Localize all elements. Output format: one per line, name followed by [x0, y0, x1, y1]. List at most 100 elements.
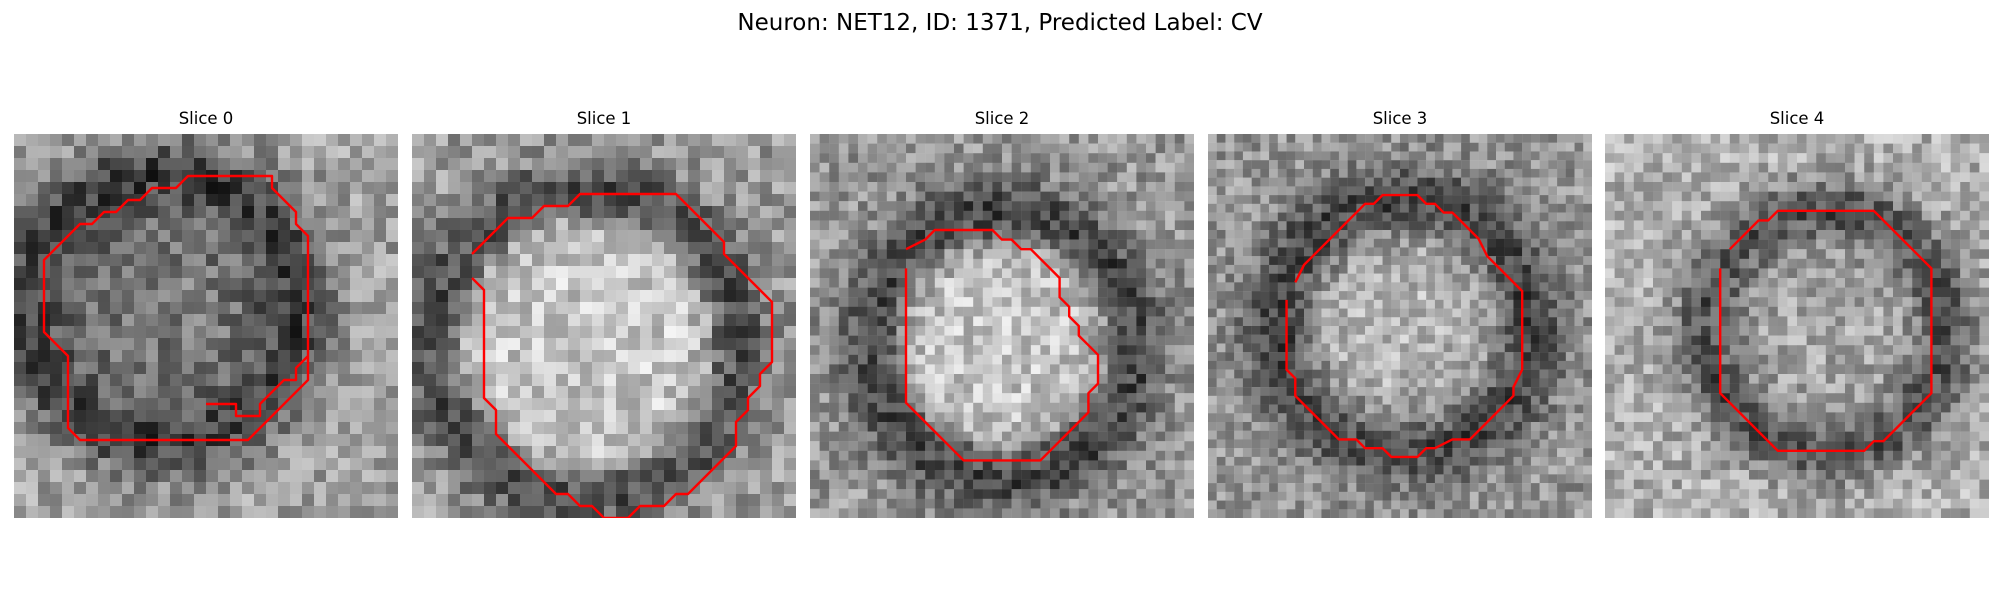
image-pixel: [1155, 441, 1166, 451]
image-pixel: [1277, 299, 1287, 309]
image-pixel: [772, 134, 785, 147]
image-pixel: [906, 201, 916, 211]
image-pixel: [508, 206, 521, 219]
image-pixel: [98, 242, 111, 255]
image-pixel: [992, 153, 1003, 163]
image-pixel: [1078, 508, 1089, 518]
image-pixel: [1002, 345, 1012, 355]
image-pixel: [1321, 203, 1331, 213]
image-pixel: [1443, 177, 1453, 187]
image-pixel: [62, 194, 75, 207]
image-pixel: [1208, 291, 1217, 300]
image-pixel: [1391, 256, 1401, 266]
image-pixel: [1040, 153, 1051, 163]
image-pixel: [1107, 450, 1118, 461]
image-pixel: [810, 134, 820, 144]
image-pixel: [1338, 264, 1348, 274]
image-pixel: [412, 410, 425, 423]
image-pixel: [676, 182, 689, 195]
image-pixel: [748, 290, 761, 303]
image-pixel: [1165, 402, 1175, 413]
image-pixel: [886, 258, 897, 269]
image-pixel: [973, 326, 983, 336]
image-pixel: [424, 206, 437, 219]
image-pixel: [194, 182, 207, 195]
image-pixel: [1373, 352, 1383, 362]
image-pixel: [472, 434, 485, 447]
image-pixel: [1356, 334, 1366, 344]
image-pixel: [436, 422, 449, 435]
image-pixel: [1184, 402, 1194, 413]
image-pixel: [1557, 273, 1566, 283]
image-pixel: [1583, 221, 1592, 231]
image-pixel: [858, 335, 868, 346]
image-pixel: [556, 350, 569, 363]
image-pixel: [810, 364, 820, 375]
image-pixel: [386, 422, 398, 435]
image-pixel: [1078, 354, 1089, 365]
image-pixel: [1107, 374, 1118, 384]
image-pixel: [1225, 273, 1235, 283]
image-pixel: [676, 146, 689, 159]
image-pixel: [1347, 151, 1357, 161]
image-pixel: [1174, 326, 1185, 336]
image-pixel: [1107, 220, 1118, 231]
image-pixel: [1146, 393, 1156, 403]
image-pixel: [1373, 203, 1383, 213]
image-pixel: [266, 278, 279, 291]
image-pixel: [1530, 343, 1540, 353]
image-pixel: [829, 162, 839, 173]
image-pixel: [963, 278, 974, 288]
image-pixel: [906, 498, 916, 509]
image-pixel: [1117, 230, 1127, 240]
image-pixel: [954, 470, 964, 480]
image-pixel: [1002, 431, 1012, 442]
image-pixel: [604, 338, 617, 351]
image-pixel: [1539, 282, 1549, 292]
image-pixel: [1069, 489, 1079, 499]
image-pixel: [242, 254, 255, 267]
image-pixel: [1539, 387, 1549, 396]
image-pixel: [1443, 256, 1453, 266]
image-pixel: [1165, 249, 1175, 259]
image-pixel: [254, 386, 267, 399]
image-pixel: [1583, 334, 1592, 344]
image-pixel: [182, 374, 195, 387]
image-pixel: [819, 162, 830, 173]
image-pixel: [944, 489, 955, 499]
image-pixel: [254, 482, 267, 495]
image-pixel: [1216, 326, 1226, 335]
image-pixel: [1040, 306, 1051, 317]
image-pixel: [86, 362, 99, 375]
image-pixel: [508, 350, 521, 363]
image-pixel: [122, 374, 135, 387]
image-pixel: [242, 494, 255, 507]
image-pixel: [640, 446, 653, 459]
image-pixel: [1069, 172, 1079, 183]
image-pixel: [1030, 354, 1041, 365]
image-pixel: [1469, 326, 1479, 335]
image-pixel: [1565, 317, 1575, 327]
image-pixel: [1184, 230, 1194, 240]
image-pixel: [338, 374, 351, 387]
image-pixel: [700, 350, 713, 363]
image-pixel: [1002, 201, 1012, 211]
image-pixel: [896, 201, 907, 211]
image-pixel: [1443, 212, 1453, 222]
image-pixel: [1242, 291, 1252, 300]
image-pixel: [14, 410, 27, 423]
image-pixel: [628, 254, 641, 267]
image-pixel: [934, 498, 945, 509]
image-pixel: [1365, 186, 1374, 196]
image-pixel: [640, 242, 653, 255]
image-pixel: [628, 230, 641, 243]
image-pixel: [1469, 238, 1479, 248]
image-pixel: [314, 290, 327, 303]
image-pixel: [676, 386, 689, 399]
image-pixel: [1107, 258, 1118, 269]
image-pixel: [1365, 291, 1374, 300]
image-pixel: [1408, 273, 1418, 283]
image-pixel: [963, 201, 974, 211]
image-pixel: [230, 206, 243, 219]
image-pixel: [1356, 282, 1366, 292]
